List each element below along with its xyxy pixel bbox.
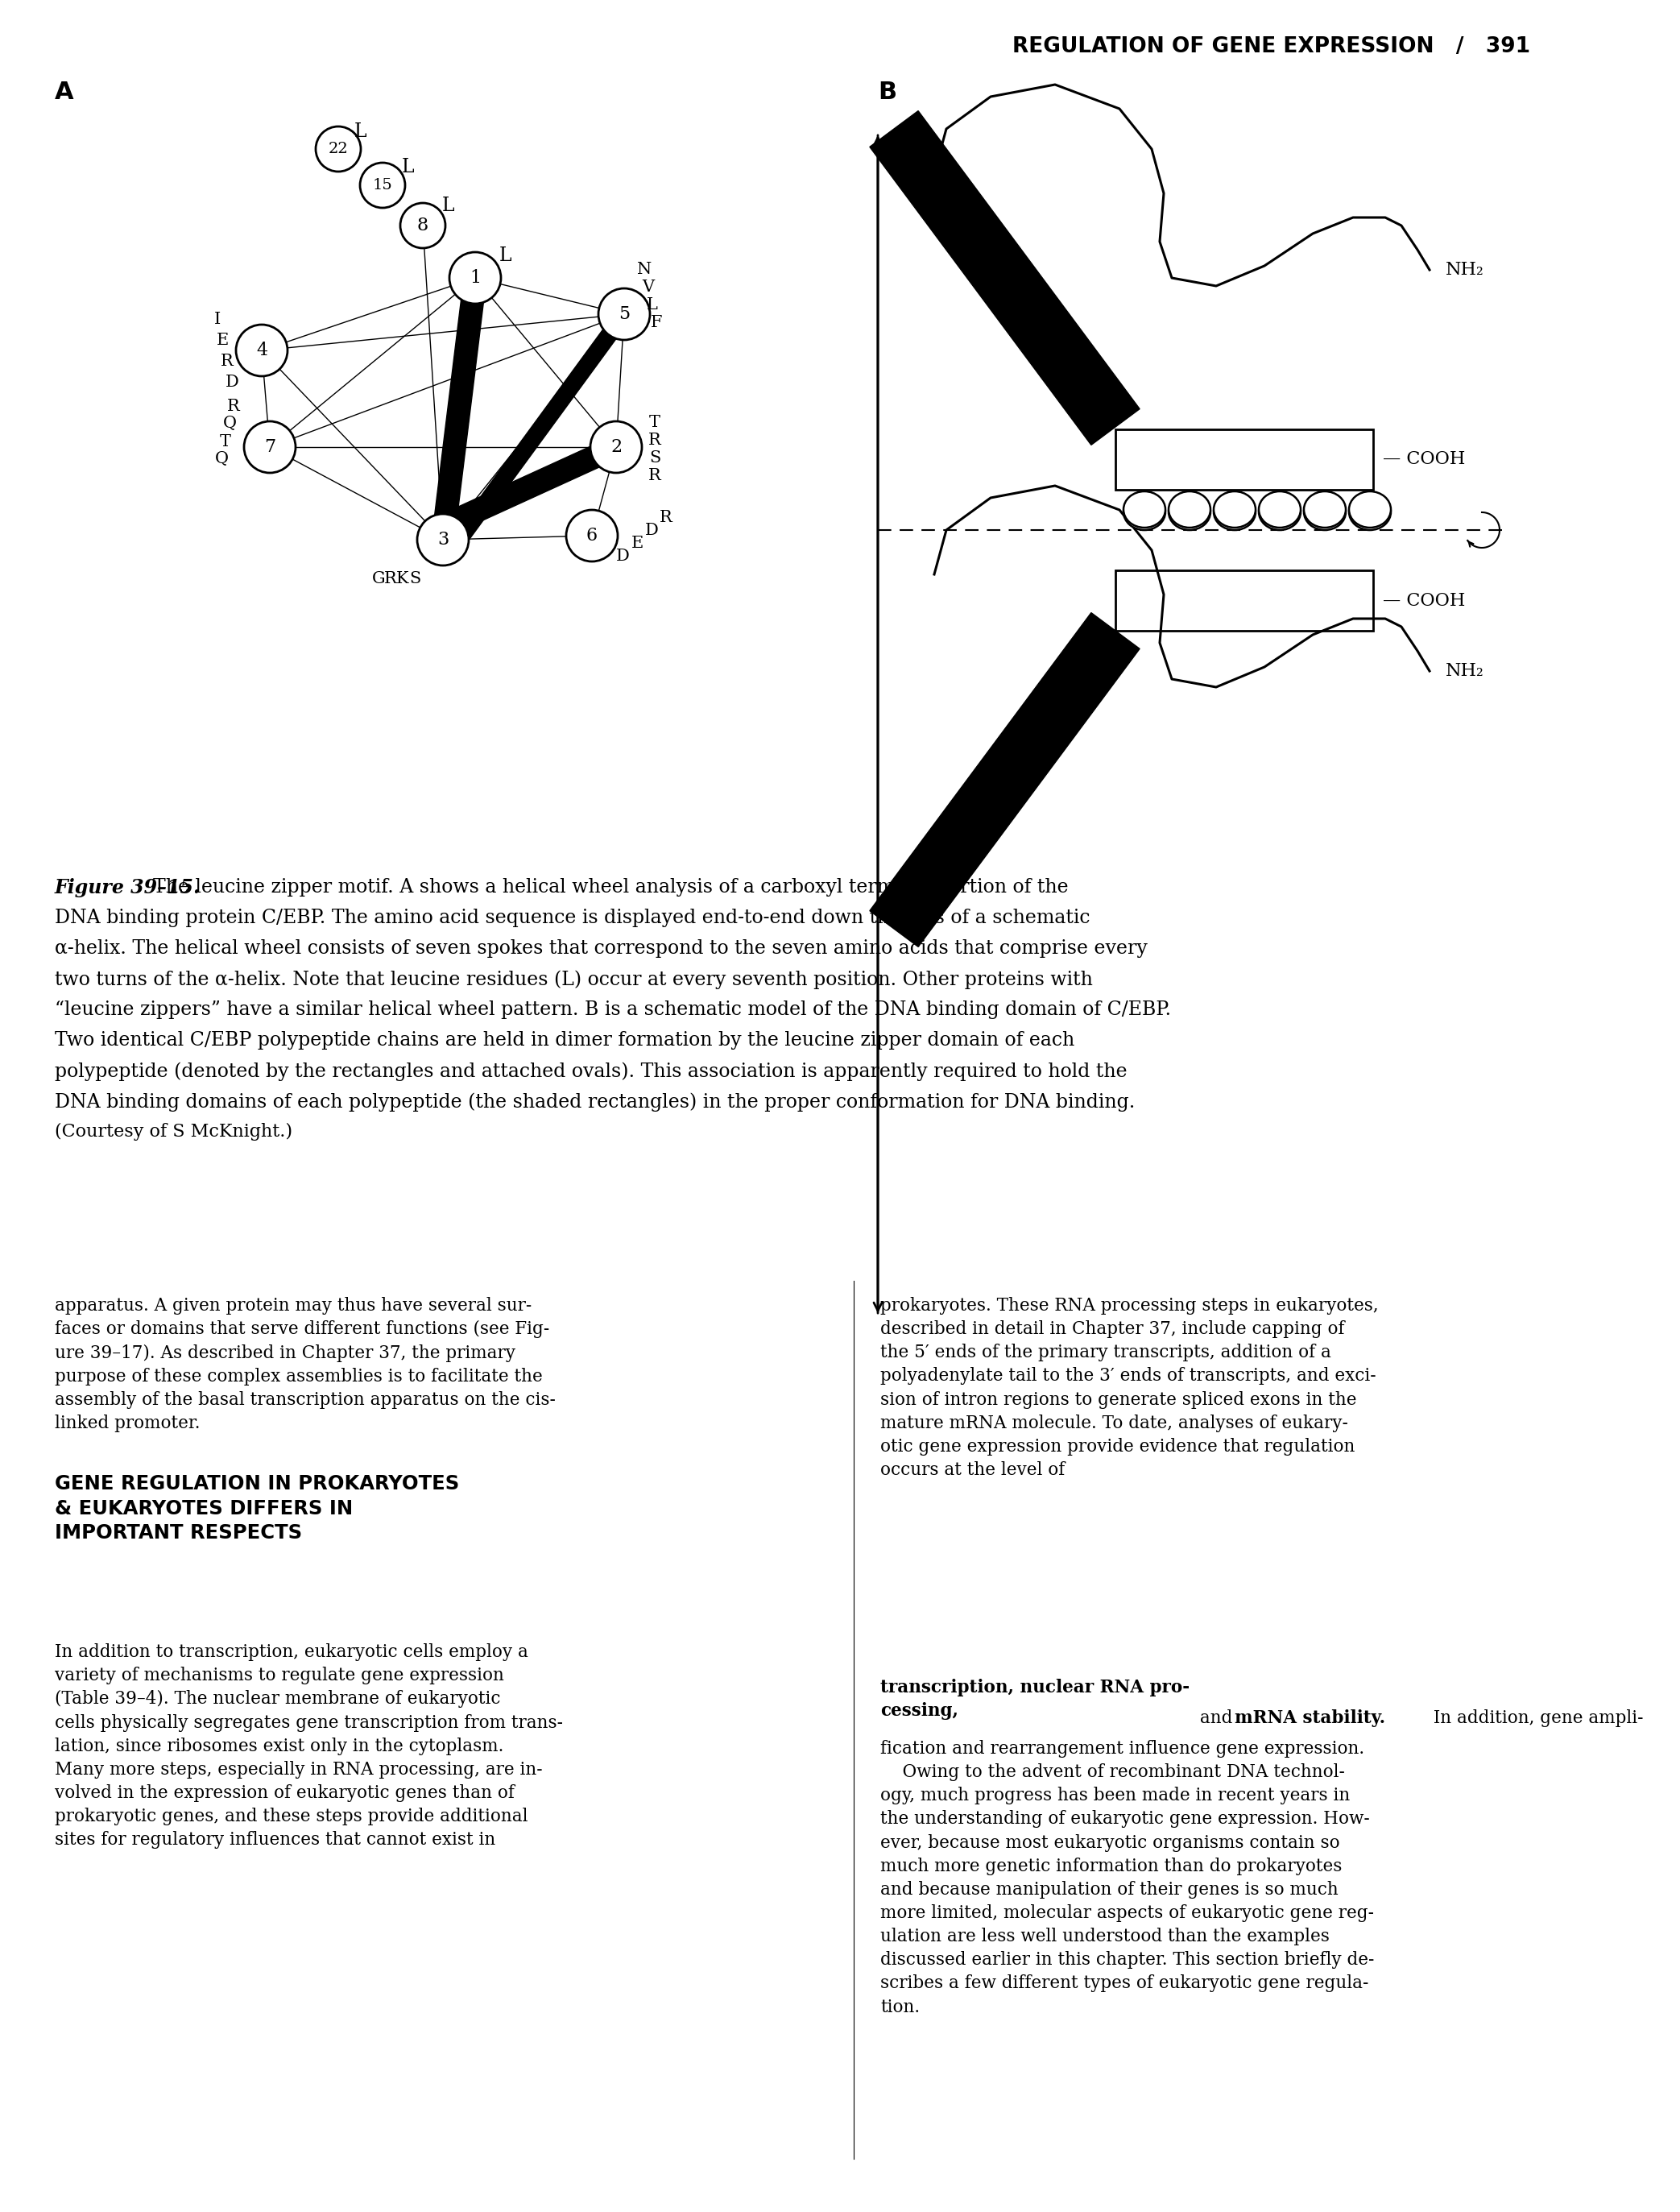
Polygon shape [870, 613, 1139, 947]
Text: Figure 39–15.: Figure 39–15. [55, 878, 200, 898]
Text: L: L [442, 197, 455, 215]
Text: GENE REGULATION IN PROKARYOTES
& EUKARYOTES DIFFERS IN
IMPORTANT RESPECTS: GENE REGULATION IN PROKARYOTES & EUKARYO… [55, 1473, 459, 1542]
Text: α-helix. The helical wheel consists of seven spokes that correspond to the seven: α-helix. The helical wheel consists of s… [55, 940, 1147, 958]
Circle shape [316, 126, 361, 173]
Text: F: F [650, 316, 662, 330]
Ellipse shape [1169, 491, 1211, 529]
Text: L: L [499, 246, 512, 265]
Text: K: K [396, 571, 408, 586]
Text: two turns of the α-helix. Note that leucine residues (L) occur at every seventh : two turns of the α-helix. Note that leuc… [55, 969, 1092, 989]
Text: and: and [1194, 1710, 1238, 1728]
Circle shape [235, 325, 287, 376]
Text: R: R [385, 571, 396, 586]
Text: D: D [617, 549, 630, 564]
Text: In addition to transcription, eukaryotic cells employ a
variety of mechanisms to: In addition to transcription, eukaryotic… [55, 1644, 563, 1849]
Text: S: S [408, 571, 420, 586]
Text: V: V [642, 281, 655, 294]
Circle shape [360, 164, 405, 208]
Polygon shape [427, 436, 622, 542]
Text: 8: 8 [417, 217, 428, 234]
Text: L: L [354, 122, 368, 142]
Ellipse shape [1124, 491, 1166, 529]
Ellipse shape [1169, 493, 1211, 531]
Text: DNA binding protein C/EBP. The amino acid sequence is displayed end-to-end down : DNA binding protein C/EBP. The amino aci… [55, 909, 1090, 927]
Text: L: L [402, 159, 415, 177]
Text: R: R [220, 354, 234, 369]
Text: L: L [647, 299, 659, 312]
Text: 3: 3 [437, 531, 449, 549]
Circle shape [590, 420, 642, 473]
Text: R: R [648, 434, 662, 449]
Ellipse shape [1349, 491, 1391, 529]
Text: A: A [55, 80, 74, 104]
Text: I: I [213, 312, 220, 327]
Text: E: E [632, 535, 643, 551]
Text: The leucine zipper motif. ​A shows a helical wheel analysis of a carboxyl termin: The leucine zipper motif. ​A shows a hel… [141, 878, 1068, 896]
Text: prokaryotes. These RNA processing steps in eukaryotes,
described in detail in Ch: prokaryotes. These RNA processing steps … [880, 1296, 1379, 1480]
Text: E: E [217, 334, 228, 349]
Text: D: D [225, 376, 239, 389]
Text: D: D [645, 522, 659, 538]
Ellipse shape [1304, 491, 1346, 529]
Text: 15: 15 [373, 177, 393, 192]
Text: REGULATION OF GENE EXPRESSION   /   391: REGULATION OF GENE EXPRESSION / 391 [1013, 35, 1530, 58]
Text: NH₂: NH₂ [1445, 261, 1483, 279]
Polygon shape [432, 276, 486, 542]
Text: G: G [371, 571, 385, 586]
Text: (Courtesy of S McKnight.): (Courtesy of S McKnight.) [55, 1124, 292, 1141]
Text: R: R [660, 509, 672, 524]
Text: DNA binding domains of each polypeptide (the shaded rectangles) in the proper co: DNA binding domains of each polypeptide … [55, 1093, 1136, 1110]
Text: R: R [648, 469, 662, 484]
Circle shape [449, 252, 501, 303]
Ellipse shape [1258, 491, 1300, 529]
Text: 22: 22 [328, 142, 348, 157]
Text: apparatus. A given protein may thus have several sur-
faces or domains that serv: apparatus. A given protein may thus have… [55, 1296, 556, 1431]
Text: NH₂: NH₂ [1445, 661, 1483, 679]
Ellipse shape [1213, 491, 1255, 529]
Ellipse shape [1213, 493, 1255, 531]
Text: R: R [227, 398, 240, 414]
Circle shape [598, 288, 650, 341]
Ellipse shape [1304, 493, 1346, 531]
Text: N: N [637, 263, 652, 276]
Text: 7: 7 [264, 438, 276, 456]
Text: fication and rearrangement influence gene expression.
    Owing to the advent of: fication and rearrangement influence gen… [880, 1741, 1374, 2015]
Text: 2: 2 [610, 438, 622, 456]
Polygon shape [870, 111, 1139, 445]
Circle shape [400, 204, 445, 248]
Text: Q: Q [215, 451, 228, 467]
Text: 6: 6 [586, 526, 598, 544]
Polygon shape [452, 310, 630, 544]
Bar [1116, 571, 1373, 630]
Bar [1116, 429, 1373, 489]
Text: mRNA stability.: mRNA stability. [1235, 1710, 1386, 1728]
Circle shape [417, 513, 469, 566]
Text: Q: Q [223, 416, 237, 431]
Text: In addition, gene ampli-: In addition, gene ampli- [1428, 1710, 1643, 1728]
Ellipse shape [1349, 493, 1391, 531]
Circle shape [244, 420, 296, 473]
Text: B: B [879, 80, 897, 104]
Text: Two identical C/EBP polypeptide chains are held in dimer formation by the leucin: Two identical C/EBP polypeptide chains a… [55, 1031, 1075, 1051]
Text: T: T [220, 434, 232, 449]
Ellipse shape [1124, 493, 1166, 531]
Text: transcription, nuclear RNA pro-
cessing,: transcription, nuclear RNA pro- cessing, [880, 1679, 1189, 1721]
Ellipse shape [1258, 493, 1300, 531]
Text: 1: 1 [469, 270, 480, 288]
Text: 5: 5 [618, 305, 630, 323]
Text: “leucine zippers” have a similar helical wheel pattern. ​B is a schematic model : “leucine zippers” have a similar helical… [55, 1000, 1171, 1020]
Text: S: S [648, 451, 660, 467]
Text: 4: 4 [255, 341, 267, 358]
Text: T: T [648, 416, 660, 431]
Text: polypeptide (denoted by the rectangles and attached ovals). This association is : polypeptide (denoted by the rectangles a… [55, 1062, 1127, 1082]
Text: — COOH: — COOH [1383, 451, 1465, 469]
Circle shape [566, 511, 618, 562]
Text: — COOH: — COOH [1383, 591, 1465, 608]
